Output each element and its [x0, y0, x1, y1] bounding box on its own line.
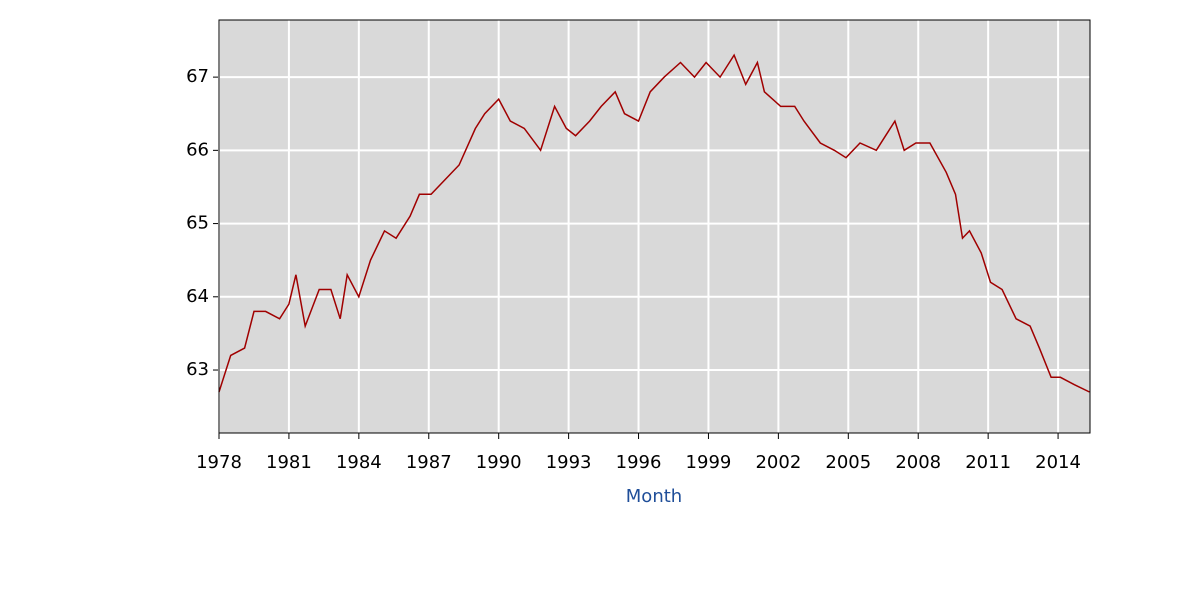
plot-border [218, 19, 1091, 434]
x-tick-label: 1990 [476, 452, 522, 473]
x-tick-label: 1984 [336, 452, 382, 473]
x-tick-label: 1978 [196, 452, 242, 473]
y-tick-label: 66 [186, 139, 209, 160]
x-tick-label: 2014 [1035, 452, 1081, 473]
y-tick-label: 67 [186, 66, 209, 87]
plot-area [218, 19, 1091, 434]
x-tick-label: 1996 [616, 452, 662, 473]
x-tick-label: 2002 [755, 452, 801, 473]
y-tick-label: 65 [186, 213, 209, 234]
x-tick-label: 1999 [686, 452, 732, 473]
x-tick-label: 1981 [266, 452, 312, 473]
y-tick-label: 64 [186, 286, 209, 307]
y-tick-label: 63 [186, 359, 209, 380]
x-tick-label: 2005 [825, 452, 871, 473]
x-axis-label: Month [626, 486, 682, 507]
data-line [218, 53, 1090, 393]
x-tick-label: 1993 [546, 452, 592, 473]
x-tick-label: 1987 [406, 452, 452, 473]
x-tick-label: 2011 [965, 452, 1011, 473]
x-tick-label: 2008 [895, 452, 941, 473]
